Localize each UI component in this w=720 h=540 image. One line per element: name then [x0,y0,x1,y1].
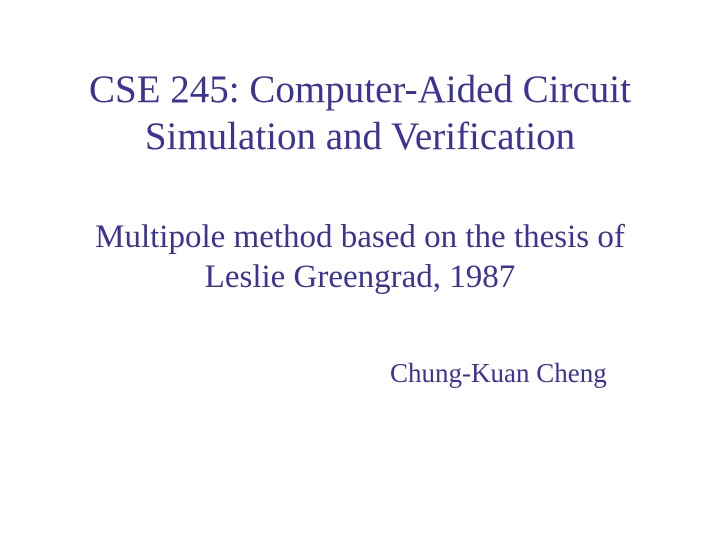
slide-subtitle: Multipole method based on the thesis of … [0,218,720,297]
title-line-1: CSE 245: Computer-Aided Circuit [89,68,631,111]
title-line-2: Simulation and Verification [145,115,575,158]
slide-title: CSE 245: Computer-Aided Circuit Simulati… [0,67,720,161]
subtitle-line-2: Leslie Greengrad, 1987 [205,259,516,295]
slide-author: Chung-Kuan Cheng [390,358,607,389]
subtitle-line-1: Multipole method based on the thesis of [95,219,625,255]
